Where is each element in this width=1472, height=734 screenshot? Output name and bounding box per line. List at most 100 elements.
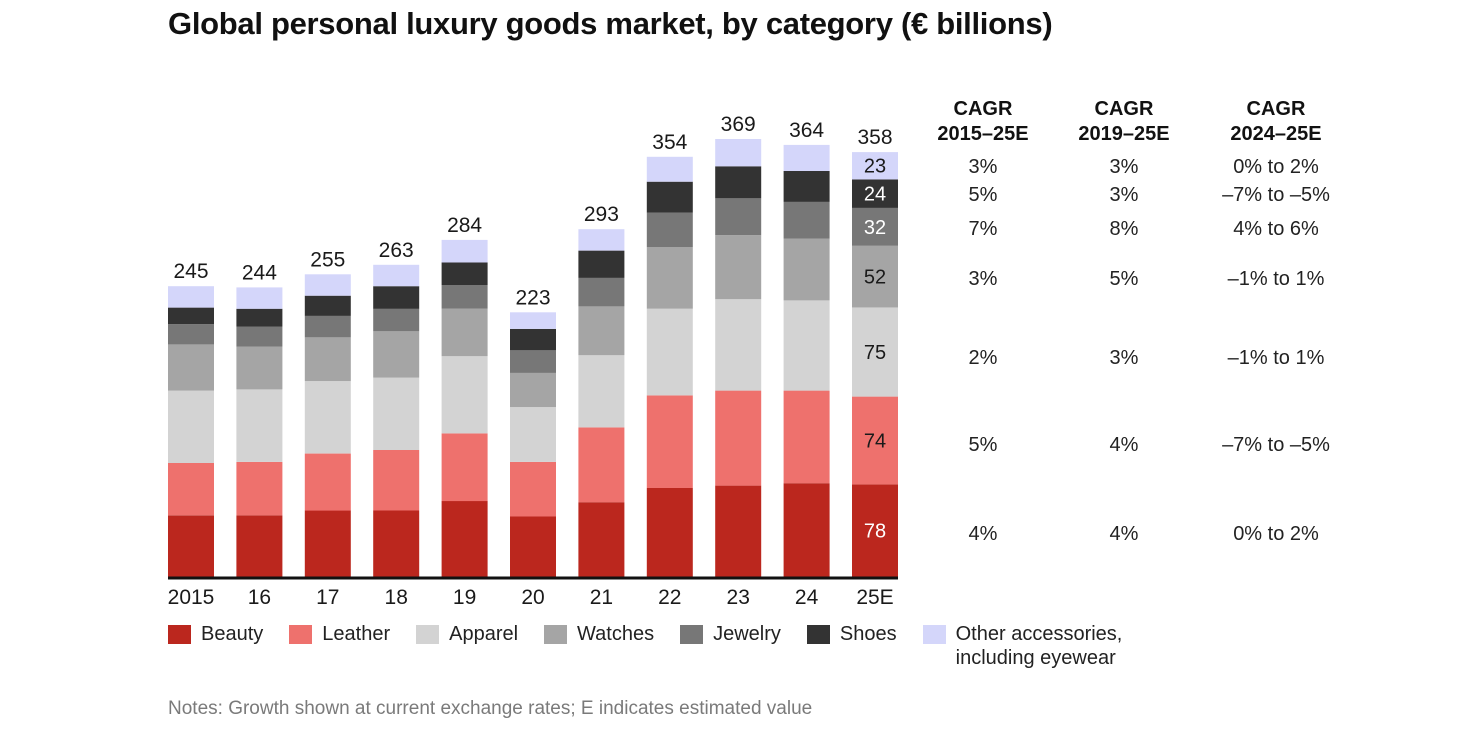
cagr-value: 4% <box>968 523 998 545</box>
segment-value-label: 24 <box>864 184 886 206</box>
bar-2015 <box>168 286 214 577</box>
bar-segment-shoes <box>304 295 351 316</box>
x-tick-label: 25E <box>856 586 893 609</box>
bar-segment-shoes <box>715 166 762 199</box>
total-value-label: 293 <box>584 203 619 226</box>
bar-segment-leather <box>852 396 898 485</box>
bar-segment-beauty <box>236 515 283 577</box>
bar-segment-leather <box>441 433 488 502</box>
bar-segment-leather <box>715 390 762 486</box>
segment-value-label: 78 <box>864 521 886 543</box>
legend-label: Shoes <box>839 623 897 645</box>
legend-item: Apparel <box>416 622 518 646</box>
legend-item: Other accessories, including eyewear <box>922 622 1122 670</box>
legend-swatch <box>680 625 704 644</box>
bar-segment-beauty <box>578 502 625 577</box>
bar-segment-other-accessories <box>510 312 556 329</box>
bar-segment-watches <box>236 346 283 390</box>
bar-segment-apparel <box>646 308 693 396</box>
bar-segment-apparel <box>304 381 351 454</box>
x-tick-label: 19 <box>453 586 476 609</box>
bar-segment-beauty <box>304 510 351 577</box>
bar-segment-beauty <box>441 501 488 577</box>
total-value-label: 364 <box>789 119 824 142</box>
bar-segment-apparel <box>510 407 556 462</box>
bar-23 <box>715 139 762 577</box>
total-value-label: 369 <box>721 113 756 136</box>
bar-16 <box>236 287 283 577</box>
bar-segment-shoes <box>783 171 830 202</box>
x-tick-label: 21 <box>590 586 613 609</box>
total-value-label: 354 <box>652 131 687 154</box>
cagr-header-period: 2019–25E <box>1078 123 1170 145</box>
bar-segment-watches <box>646 247 693 309</box>
bar-segment-beauty <box>852 484 898 577</box>
cagr-value: 3% <box>968 268 998 290</box>
bar-segment-apparel <box>236 389 283 462</box>
bar-segment-watches <box>373 331 420 378</box>
total-value-label: 223 <box>515 286 550 309</box>
bar-18 <box>373 264 420 577</box>
bar-segment-apparel <box>578 355 625 428</box>
total-value-label: 284 <box>447 214 482 237</box>
cagr-value: 4% <box>1109 434 1139 456</box>
segment-value-label: 52 <box>864 267 886 289</box>
bar-segment-beauty <box>783 483 830 577</box>
bar-segment-shoes <box>236 308 283 327</box>
bar-segment-watches <box>168 344 214 391</box>
bar-segment-shoes <box>578 250 625 278</box>
legend-label: Watches <box>577 623 655 645</box>
cagr-header-period: 2015–25E <box>937 123 1029 145</box>
bar-24 <box>783 144 830 577</box>
cagr-header-line: CAGR <box>953 98 1013 120</box>
bar-17 <box>304 274 351 577</box>
bar-segment-leather <box>510 461 556 517</box>
x-tick-label: 23 <box>727 586 750 609</box>
cagr-value: 0% to 2% <box>1233 156 1319 178</box>
notes: Notes: Growth shown at current exchange … <box>168 698 813 719</box>
cagr-value: 5% <box>968 184 998 206</box>
legend-swatch <box>922 625 946 644</box>
cagr-value: 0% to 2% <box>1233 523 1319 545</box>
bar-segment-leather <box>578 427 625 503</box>
cagr-value: 3% <box>1109 156 1139 178</box>
x-tick-label: 16 <box>248 586 271 609</box>
bar-segment-beauty <box>646 488 693 577</box>
bar-segment-apparel <box>168 390 214 463</box>
bar-segment-apparel <box>373 377 420 450</box>
legend-item: Jewelry <box>680 622 781 646</box>
bar-segment-other-accessories <box>373 264 420 287</box>
legend-swatch <box>168 625 191 644</box>
bar-segment-jewelry <box>510 350 556 373</box>
bar-segment-other-accessories <box>852 152 898 180</box>
bar-segment-watches <box>783 238 830 301</box>
bar-segment-jewelry <box>373 308 420 332</box>
bar-20 <box>510 312 556 577</box>
bar-segment-beauty <box>168 515 214 577</box>
segment-value-label: 23 <box>864 156 886 178</box>
bar-segment-watches <box>510 372 556 408</box>
bar-segment-jewelry <box>441 285 488 309</box>
bar-segment-apparel <box>852 307 898 397</box>
bar-segment-watches <box>578 306 625 356</box>
bar-segment-other-accessories <box>783 144 830 171</box>
bar-segment-shoes <box>646 181 693 213</box>
segment-value-label: 74 <box>864 431 886 453</box>
legend-swatch <box>289 625 313 644</box>
cagr-value: 4% to 6% <box>1233 218 1319 240</box>
cagr-header: CAGR 2024–25E <box>1201 97 1351 147</box>
bar-segment-leather <box>783 390 830 484</box>
bar-segment-beauty <box>715 485 762 577</box>
cagr-value: 5% <box>1109 268 1139 290</box>
cagr-value: 2% <box>968 347 998 369</box>
bar-segment-watches <box>441 308 488 357</box>
bar-segment-leather <box>236 461 283 516</box>
cagr-value: 3% <box>968 156 998 178</box>
cagr-value: 7% <box>968 218 998 240</box>
x-tick-label: 24 <box>795 586 819 609</box>
bar-segment-shoes <box>373 286 420 309</box>
bar-segment-apparel <box>783 300 830 391</box>
bar-segment-jewelry <box>236 326 283 347</box>
x-tick-label: 18 <box>385 586 408 609</box>
